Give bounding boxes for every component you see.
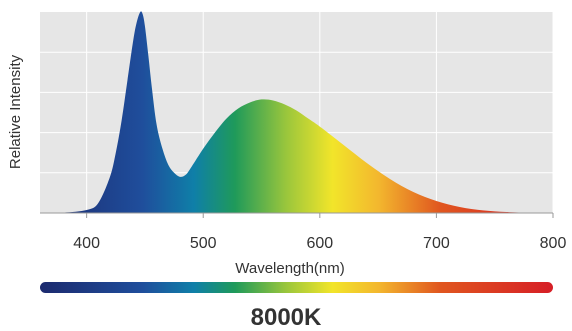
x-tick-label: 600 [306, 235, 333, 252]
x-ticks: 400 500 600 700 800 [73, 213, 566, 252]
x-tick-label: 400 [73, 235, 100, 252]
x-tick-label: 800 [540, 235, 567, 252]
x-axis-label: Wavelength(nm) [235, 260, 344, 277]
color-spectrum-bar [40, 282, 553, 293]
x-tick-label: 500 [190, 235, 217, 252]
y-axis-label: Relative Intensity [7, 54, 24, 169]
chart-title: 8000K [250, 304, 322, 331]
x-tick-label: 700 [423, 235, 450, 252]
spectrum-area [40, 11, 553, 214]
